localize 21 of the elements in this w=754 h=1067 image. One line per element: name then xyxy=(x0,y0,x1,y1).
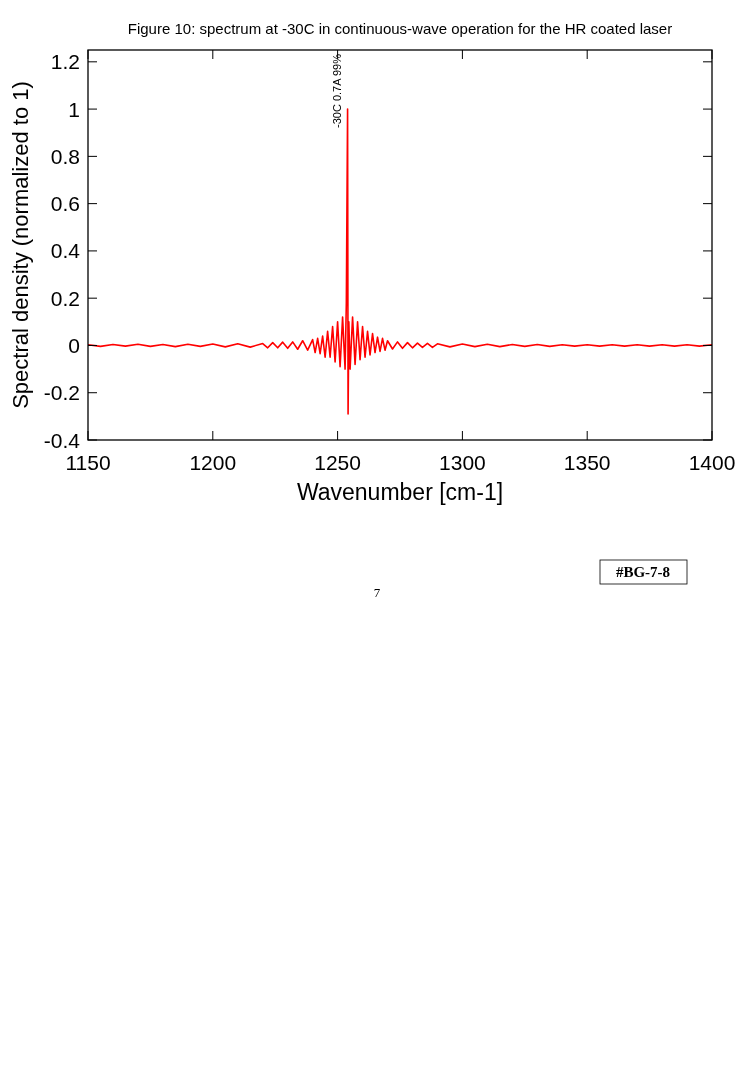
y-axis-title: Spectral density (normalized to 1) xyxy=(7,81,33,409)
y-tick-label: 1.2 xyxy=(50,50,80,74)
x-tick-label: 1150 xyxy=(65,450,111,474)
chart-title: Figure 10: spectrum at -30C in continuous-wave operation for the HR coated laser xyxy=(127,19,673,37)
x-axis-title: Wavenumber [cm-1] xyxy=(296,479,504,505)
x-tick-label: 1300 xyxy=(439,450,486,474)
y-tick-label: 0.8 xyxy=(50,144,80,168)
y-tick-label: 0.6 xyxy=(50,192,80,216)
y-tick-label: 0.4 xyxy=(50,239,81,263)
annotation: -30C 0.7A 99% xyxy=(330,53,343,128)
x-tick-label: 1350 xyxy=(563,450,611,474)
x-tick-label: 1250 xyxy=(314,450,361,474)
x-tick-label: 1200 xyxy=(189,450,237,474)
y-tick-label: 0 xyxy=(68,333,80,357)
y-tick-label: 0.2 xyxy=(50,286,80,310)
y-tick-label: 1 xyxy=(68,97,80,121)
text: 7 xyxy=(373,584,381,600)
y-tick-label: -0.4 xyxy=(43,428,81,452)
x-tick-label: 1400 xyxy=(688,450,736,474)
text: #BG-7-8 xyxy=(615,564,671,580)
y-tick-label: -0.2 xyxy=(43,381,80,405)
